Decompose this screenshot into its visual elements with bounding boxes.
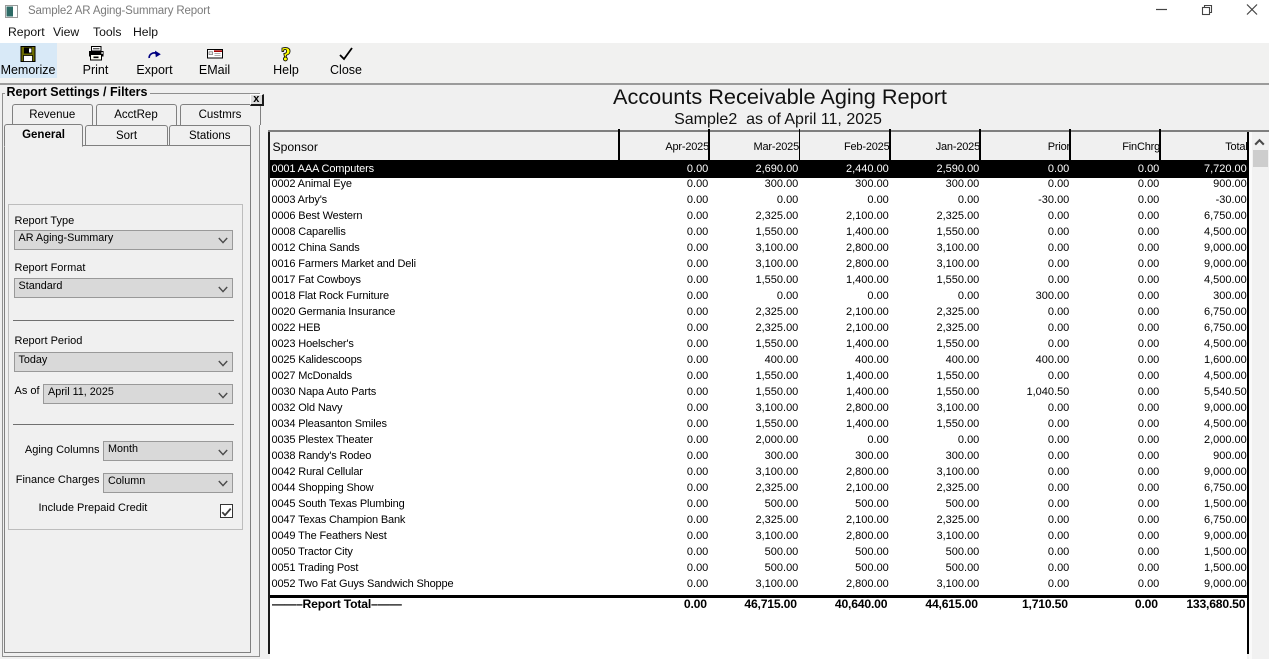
svg-text:?: ? [281, 46, 291, 63]
